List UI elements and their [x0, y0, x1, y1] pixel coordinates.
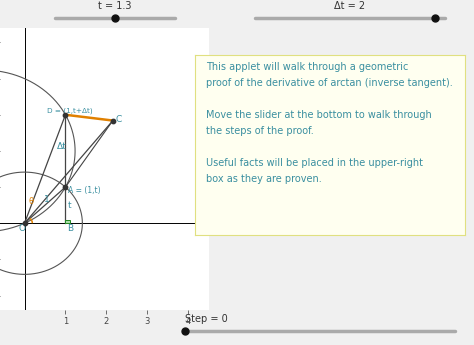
Text: Step = 0: Step = 0 — [185, 314, 228, 324]
Text: B: B — [67, 224, 73, 233]
Point — [62, 184, 69, 190]
Text: This applet will walk through a geometric
proof of the derivative of arctan (inv: This applet will walk through a geometri… — [206, 62, 453, 184]
Point — [109, 118, 117, 123]
Point — [62, 112, 69, 118]
Text: θ: θ — [28, 197, 34, 206]
Text: D = (1,t+Δt): D = (1,t+Δt) — [47, 108, 92, 115]
Point — [21, 220, 28, 226]
Text: Δt = 2: Δt = 2 — [335, 1, 365, 11]
Text: A = (1,t): A = (1,t) — [68, 186, 101, 195]
Text: t: t — [68, 201, 72, 210]
Bar — [65, 220, 70, 223]
Text: Δt: Δt — [56, 142, 66, 151]
Text: t = 1.3: t = 1.3 — [98, 1, 132, 11]
Text: O: O — [19, 224, 26, 233]
Text: C: C — [115, 115, 121, 124]
Text: 1: 1 — [44, 195, 50, 204]
